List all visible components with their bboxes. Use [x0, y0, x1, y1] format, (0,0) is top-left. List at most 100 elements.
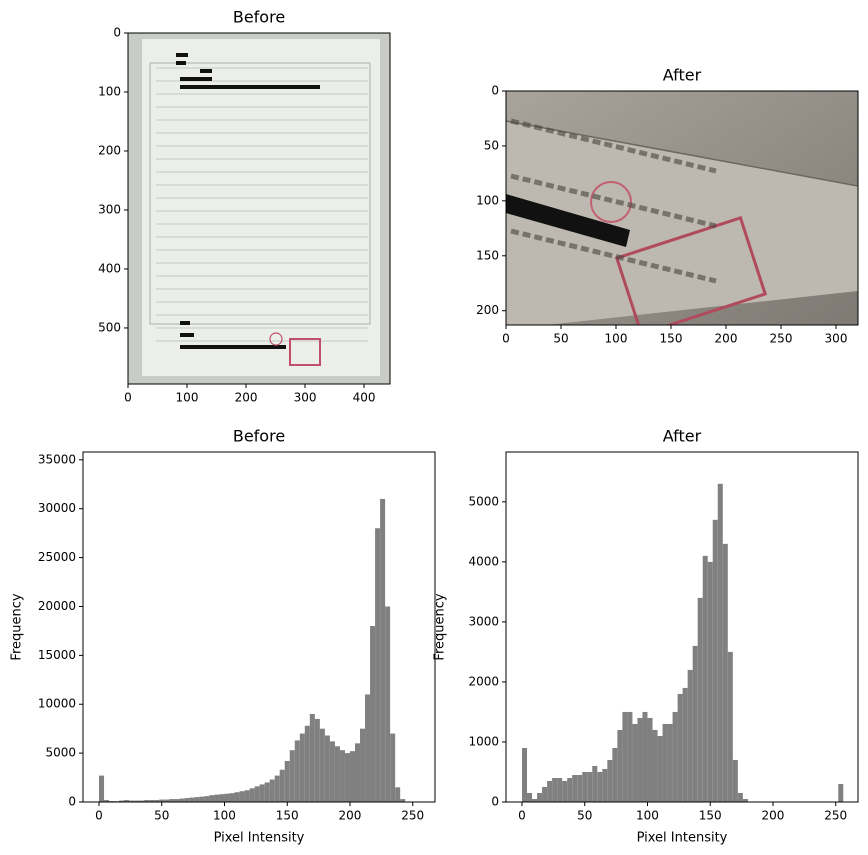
redaction — [200, 69, 212, 73]
bar — [174, 799, 180, 802]
bar — [547, 780, 553, 802]
redaction — [176, 53, 188, 57]
redaction — [180, 345, 286, 349]
bar — [702, 555, 708, 802]
bar — [732, 759, 738, 802]
bar — [687, 669, 693, 802]
bar — [344, 753, 350, 802]
x-tick-label: 250 — [401, 809, 424, 823]
redaction — [180, 85, 320, 89]
y-tick-label: 150 — [476, 248, 499, 262]
subplot-title: Before — [233, 8, 285, 27]
bar — [622, 711, 628, 802]
bar — [104, 800, 110, 802]
image-box — [149, 62, 371, 325]
plot-area — [522, 483, 844, 802]
y-tick-label: 0 — [491, 84, 499, 98]
x-tick-label: 150 — [276, 809, 299, 823]
redaction — [180, 77, 212, 81]
bar — [294, 740, 300, 802]
plot-area — [128, 33, 390, 384]
bar — [390, 733, 396, 802]
bar — [838, 783, 844, 802]
bar — [219, 794, 225, 802]
bar — [537, 792, 543, 802]
y-tick-label: 10000 — [38, 697, 76, 711]
bar — [214, 794, 220, 802]
bar — [129, 800, 135, 802]
bar — [385, 606, 391, 802]
axes-frame — [505, 451, 859, 803]
subplot-title: After — [663, 427, 702, 446]
y-axis-label: Frequency — [10, 593, 25, 660]
bar — [234, 792, 240, 802]
subplot: Before 0 100 200 300 400 0 100 200 300 400 500 — [98, 8, 391, 405]
x-tick-label: 50 — [154, 809, 169, 823]
bar — [717, 483, 723, 802]
subplot: Pixel Intensity Frequency After 0 50 100 150 20… — [433, 427, 859, 846]
y-tick-label: 3000 — [468, 614, 499, 628]
bar — [304, 725, 310, 802]
x-tick-label: 150 — [699, 809, 722, 823]
bar — [602, 768, 608, 802]
image-text — [510, 228, 717, 284]
stamp-seal — [269, 332, 283, 346]
y-tick-label: 400 — [98, 261, 121, 275]
bar — [189, 797, 195, 802]
bar — [254, 786, 260, 802]
bar — [329, 741, 335, 802]
y-tick-label: 0 — [491, 795, 499, 809]
x-tick-label: 150 — [660, 332, 683, 346]
x-tick-label: 300 — [825, 332, 848, 346]
bar — [395, 787, 401, 802]
y-tick-label: 0 — [113, 26, 121, 40]
bar — [652, 729, 658, 802]
bar — [582, 771, 588, 802]
bar — [209, 795, 215, 802]
bar — [204, 796, 210, 802]
bar — [184, 798, 190, 802]
bar — [682, 687, 688, 802]
y-axis-label: Frequency — [433, 593, 448, 660]
x-tick-label: 250 — [770, 332, 793, 346]
bar — [314, 718, 320, 802]
x-tick-label: 200 — [235, 391, 258, 405]
bar — [199, 796, 205, 802]
y-tick-label: 1000 — [468, 734, 499, 748]
subplot-title: Before — [233, 427, 285, 446]
y-tick-label: 100 — [98, 84, 121, 98]
x-tick-label: 0 — [95, 809, 103, 823]
bar — [244, 790, 250, 802]
bar — [339, 750, 345, 802]
bar — [552, 777, 558, 802]
y-tick-label: 4000 — [468, 554, 499, 568]
x-tick-label: 100 — [636, 809, 659, 823]
bar — [284, 760, 290, 802]
bar — [597, 771, 603, 802]
y-tick-label: 300 — [98, 202, 121, 216]
bar — [319, 728, 325, 802]
y-tick-label: 200 — [98, 143, 121, 157]
bar — [627, 711, 633, 802]
redaction — [506, 194, 630, 247]
x-axis-label: Pixel Intensity — [637, 831, 728, 846]
bar — [557, 777, 563, 802]
bar — [692, 645, 698, 802]
x-tick-label: 50 — [577, 809, 592, 823]
y-tick-label: 20000 — [38, 599, 76, 613]
bar — [577, 774, 583, 802]
y-tick-label: 30000 — [38, 501, 76, 515]
x-tick-label: 100 — [176, 391, 199, 405]
plot-area — [506, 91, 858, 325]
bar — [712, 519, 718, 802]
bar — [572, 774, 578, 802]
bar — [144, 800, 150, 802]
bar — [672, 711, 678, 802]
x-tick-label: 50 — [553, 332, 568, 346]
bar — [289, 750, 295, 802]
subplot: After 0 50 100 150 200 250 300 0 50 100 150 200 — [476, 66, 859, 346]
image-text — [510, 173, 717, 229]
y-tick-label: 500 — [98, 320, 121, 334]
bar — [269, 779, 275, 802]
bar — [707, 561, 713, 802]
